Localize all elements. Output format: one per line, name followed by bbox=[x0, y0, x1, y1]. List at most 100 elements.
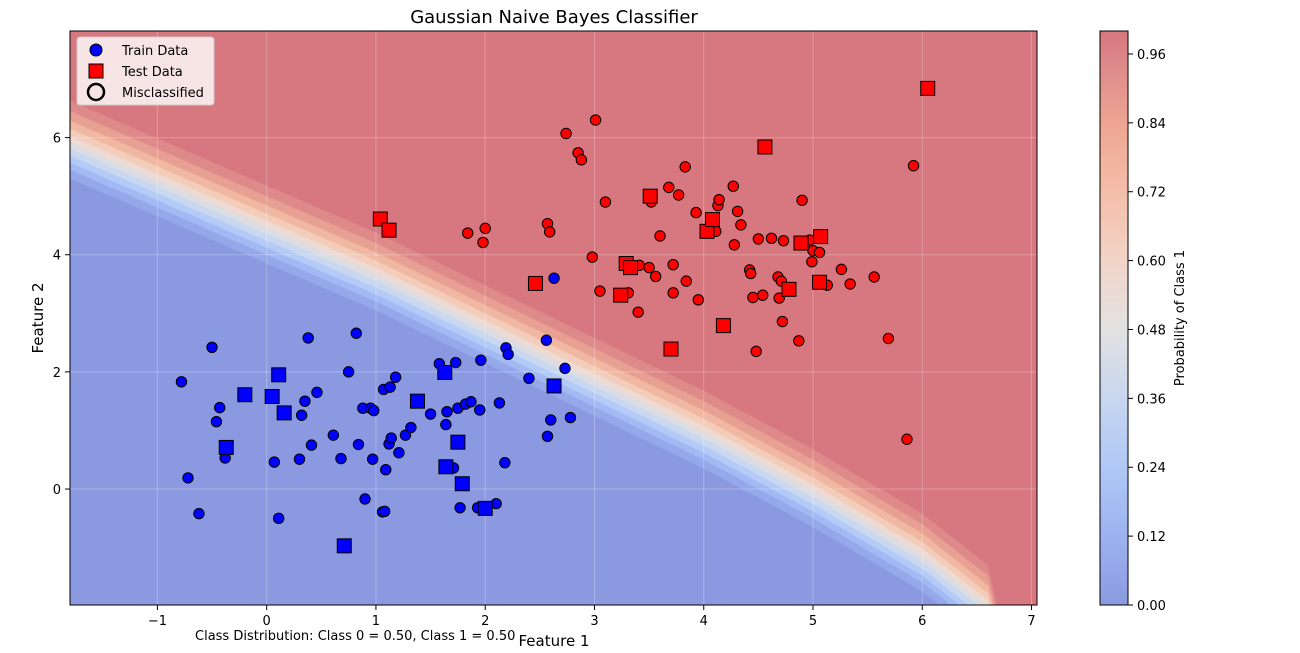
train-point-class1-8 bbox=[586, 251, 598, 263]
x-tick-label-4: 3 bbox=[590, 614, 598, 629]
colorbar-tick-label-8: 0.96 bbox=[1137, 48, 1166, 63]
train-point-class0-7 bbox=[268, 456, 281, 468]
train-point-class0-2 bbox=[193, 507, 205, 520]
train-point-class0-50 bbox=[493, 397, 506, 409]
colorbar-tick-label-5: 0.60 bbox=[1137, 255, 1166, 270]
y-tick-label-0: 0 bbox=[53, 483, 61, 498]
train-point-class0-51 bbox=[499, 456, 511, 469]
train-point-class1-9 bbox=[589, 114, 602, 126]
train-point-class1-41 bbox=[765, 232, 778, 245]
train-point-class1-56 bbox=[868, 271, 880, 283]
train-point-class1-45 bbox=[776, 315, 789, 328]
train-point-class1-36 bbox=[745, 267, 757, 280]
train-point-class1-5 bbox=[560, 127, 572, 140]
train-point-class1-24 bbox=[680, 275, 692, 287]
train-point-class1-34 bbox=[735, 219, 747, 231]
contour-bands bbox=[70, 31, 1037, 605]
test-point-class0-6 bbox=[409, 393, 425, 409]
train-point-class0-0 bbox=[175, 376, 188, 388]
y-axis-ticks: 0 2 4 6 bbox=[53, 132, 70, 498]
legend-train-label: Train Data bbox=[121, 44, 188, 59]
class-distribution-annotation: Class Distribution: Class 0 = 0.50, Clas… bbox=[195, 629, 515, 644]
colorbar-tick-label-4: 0.48 bbox=[1137, 323, 1166, 338]
train-point-class0-41 bbox=[450, 356, 462, 369]
train-point-class0-16 bbox=[335, 452, 347, 465]
train-point-class1-33 bbox=[731, 205, 744, 218]
x-tick-label-0: −1 bbox=[148, 614, 167, 629]
train-point-class1-22 bbox=[672, 189, 685, 201]
train-point-class0-30 bbox=[384, 381, 396, 393]
train-point-class1-46 bbox=[777, 234, 790, 247]
train-point-class1-31 bbox=[727, 180, 739, 192]
test-point-class0-7 bbox=[437, 364, 453, 380]
train-point-class0-53 bbox=[502, 348, 514, 361]
train-point-class0-38 bbox=[440, 418, 452, 431]
colorbar-tick-label-6: 0.72 bbox=[1137, 186, 1166, 201]
colorbar-tick-label-2: 0.24 bbox=[1137, 461, 1166, 476]
colorbar-gradient bbox=[1099, 30, 1129, 606]
train-point-class1-30 bbox=[713, 193, 725, 206]
test-point-class1-15 bbox=[813, 229, 829, 245]
train-point-class0-48 bbox=[475, 354, 487, 366]
train-point-class1-0 bbox=[462, 227, 474, 239]
test-point-class1-3 bbox=[613, 287, 629, 303]
test-point-class0-9 bbox=[450, 434, 466, 450]
train-point-class0-24 bbox=[368, 404, 380, 417]
train-point-class1-54 bbox=[835, 263, 848, 276]
train-point-class1-52 bbox=[813, 246, 826, 259]
train-point-class1-58 bbox=[901, 433, 913, 445]
test-point-class0-1 bbox=[218, 439, 234, 455]
train-point-class1-25 bbox=[690, 206, 702, 219]
train-point-class1-4 bbox=[543, 226, 556, 238]
train-point-class1-13 bbox=[632, 306, 644, 318]
train-point-class0-15 bbox=[327, 429, 340, 441]
x-tick-label-2: 1 bbox=[372, 614, 380, 629]
test-point-class1-11 bbox=[757, 139, 773, 155]
train-point-class1-21 bbox=[667, 259, 679, 271]
grid bbox=[70, 31, 1037, 605]
x-tick-label-5: 4 bbox=[700, 614, 708, 629]
data-points bbox=[175, 80, 936, 554]
y-tick-label-3: 6 bbox=[53, 132, 61, 147]
train-point-class1-2 bbox=[479, 222, 491, 235]
train-point-class1-18 bbox=[654, 230, 666, 242]
test-point-class0-11 bbox=[477, 500, 493, 516]
colorbar-tick-label-3: 0.36 bbox=[1137, 392, 1166, 407]
train-point-class1-59 bbox=[907, 160, 920, 172]
train-point-class1-50 bbox=[806, 256, 818, 268]
legend-train-marker bbox=[89, 43, 103, 57]
legend-misclassified-label: Misclassified bbox=[122, 86, 204, 101]
train-point-class0-39 bbox=[441, 406, 453, 418]
test-point-class0-12 bbox=[546, 378, 562, 394]
train-point-class0-18 bbox=[350, 327, 362, 339]
train-point-class1-40 bbox=[757, 289, 769, 301]
test-point-class1-9 bbox=[704, 212, 720, 228]
legend-test-label: Test Data bbox=[121, 65, 183, 80]
train-point-class0-13 bbox=[305, 439, 318, 451]
test-point-class0-4 bbox=[276, 405, 292, 421]
test-point-class1-13 bbox=[793, 235, 809, 251]
colorbar-tick-label-7: 0.84 bbox=[1137, 117, 1166, 132]
train-point-class0-60 bbox=[564, 411, 577, 424]
plot-frame bbox=[69, 30, 1038, 606]
train-point-class1-15 bbox=[643, 261, 655, 274]
test-point-class0-5 bbox=[336, 538, 352, 554]
x-tick-label-3: 2 bbox=[481, 614, 489, 629]
y-tick-label-2: 4 bbox=[53, 249, 61, 264]
legend-test-marker bbox=[88, 63, 104, 79]
train-point-class0-27 bbox=[378, 505, 391, 517]
train-point-class1-10 bbox=[594, 285, 606, 297]
train-point-class0-45 bbox=[465, 396, 477, 408]
legend-box bbox=[76, 36, 215, 106]
train-point-class1-7 bbox=[575, 154, 588, 166]
train-point-class0-23 bbox=[366, 453, 379, 465]
train-point-class0-9 bbox=[293, 453, 306, 465]
test-point-class1-14 bbox=[812, 274, 828, 290]
test-point-class0-10 bbox=[454, 476, 470, 492]
train-point-class0-56 bbox=[541, 430, 554, 443]
colorbar-tick-label-0: 0.00 bbox=[1137, 599, 1166, 614]
contour-band-10 bbox=[70, 31, 1037, 605]
colorbar-ticks: 0.00 0.12 0.24 0.36 0.48 0.60 0.72 0.84 0.96 bbox=[1128, 48, 1166, 614]
test-point-class1-12 bbox=[781, 281, 797, 297]
y-tick-label-1: 2 bbox=[53, 366, 61, 381]
